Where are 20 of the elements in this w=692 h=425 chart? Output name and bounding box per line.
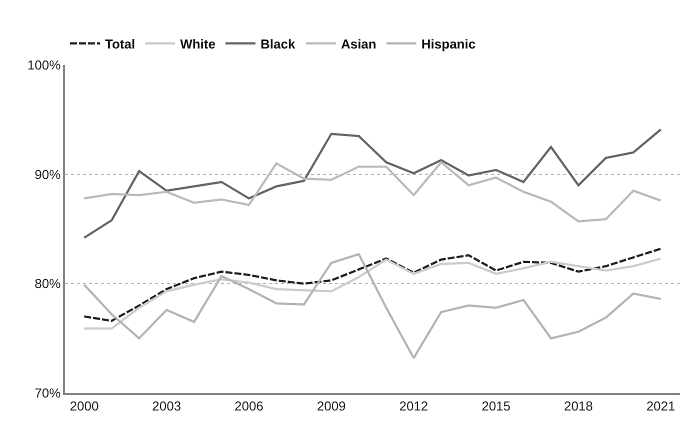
y-tick-label: 80% xyxy=(34,276,62,292)
legend-label: Hispanic xyxy=(421,36,476,52)
x-tick-label: 2018 xyxy=(564,398,593,414)
x-tick-label: 2012 xyxy=(399,398,428,414)
y-tick-label: 100% xyxy=(27,58,62,73)
x-tick-label: 2003 xyxy=(152,398,182,414)
legend-label: Asian xyxy=(340,36,376,52)
line-series xyxy=(83,128,662,239)
x-tick-label: 2021 xyxy=(646,398,676,414)
y-tick-label: 70% xyxy=(34,386,62,401)
legend-label: Total xyxy=(105,36,136,52)
x-tick-label: 2009 xyxy=(316,398,346,414)
x-tick-label: 2000 xyxy=(70,398,99,414)
line-series xyxy=(83,248,662,322)
line-series xyxy=(83,257,662,330)
y-tick-label: 90% xyxy=(34,166,62,182)
legend-label: White xyxy=(180,36,216,52)
legend-label: Black xyxy=(260,36,296,52)
x-tick-label: 2015 xyxy=(482,398,511,414)
x-tick-label: 2006 xyxy=(234,398,264,414)
